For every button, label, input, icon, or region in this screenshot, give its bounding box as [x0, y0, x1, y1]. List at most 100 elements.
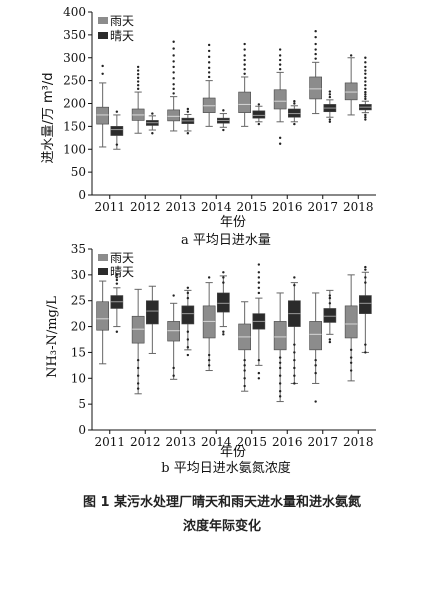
panel-a-box-sunny: [359, 56, 372, 121]
panel-a-outlier: [136, 65, 140, 69]
panel-a-outlier: [364, 61, 367, 64]
panel-b-outlier: [115, 273, 119, 277]
panel-b-outlier: [364, 281, 367, 284]
panel-b-xtick-label: 2015: [236, 435, 267, 449]
panel-b-outlier: [364, 343, 367, 346]
panel-b-xtick-label: 2014: [201, 435, 232, 449]
panel-b-ytick-label: 35: [71, 242, 86, 256]
panel-a-outlier: [243, 67, 246, 71]
panel-a-outlier: [278, 48, 282, 51]
panel-b-box-body: [181, 305, 195, 325]
panel-a-outlier: [207, 75, 211, 79]
panel-b-outlier: [349, 348, 353, 352]
panel-a-box-body: [110, 126, 124, 136]
panel-a-outlier: [278, 58, 282, 62]
panel-a-ylabel: 进水量/万 m³/d: [41, 72, 56, 163]
panel-b-box-body: [96, 301, 109, 331]
panel-a-outlier: [172, 83, 175, 86]
panel-a-outlier: [243, 54, 246, 57]
panel-a-outlier: [151, 132, 154, 135]
panel-a-outlier: [186, 107, 190, 111]
panel-b-outlier: [349, 356, 353, 359]
panel-a-box-body: [238, 91, 251, 113]
panel-a-box-sunny: [323, 90, 337, 124]
panel-b-outlier: [328, 340, 332, 344]
panel-a-outlier: [364, 97, 367, 101]
panel-b-outlier: [364, 276, 367, 279]
panel-a-box-sunny: [110, 110, 124, 150]
panel-a-box-body: [252, 110, 266, 119]
panel-a-outlier: [278, 136, 282, 140]
panel-b-legend: 雨天 晴天: [98, 251, 134, 279]
panel-a-outlier: [364, 95, 367, 98]
panel-b-ytick-label: 0: [78, 423, 86, 437]
panel-b-outlier: [349, 369, 353, 372]
panel-a-outlier: [172, 71, 175, 74]
legend-b-rain-label: 雨天: [110, 251, 134, 265]
panel-a-outlier: [278, 67, 282, 71]
panel-b-outlier: [222, 330, 225, 333]
panel-a-outlier: [278, 142, 282, 145]
panel-a-outlier: [293, 122, 296, 126]
panel-b-outlier: [314, 400, 317, 403]
panel-a-outlier: [364, 65, 367, 69]
panel-b-outlier: [243, 377, 246, 380]
panel-a-outlier: [172, 40, 175, 43]
panel-a-outlier: [243, 63, 246, 66]
panel-a-outlier: [364, 93, 367, 96]
panel-a-xtick-label: 2015: [236, 200, 267, 214]
panel-b-outlier: [207, 358, 211, 362]
panel-b-outlier: [328, 294, 332, 297]
panel-a-outlier: [364, 113, 367, 117]
panel-a-outlier: [364, 69, 367, 72]
panel-a-outlier: [314, 48, 317, 51]
panel-b-box-sunny: [146, 285, 159, 354]
panel-a-outlier: [328, 118, 332, 121]
panel-b-outlier: [293, 358, 296, 362]
panel-b-box-body: [146, 300, 159, 325]
panel-b-outlier: [186, 346, 190, 349]
panel-a-outlier: [115, 143, 119, 146]
panel-a-outlier: [172, 92, 175, 95]
panel-a-ytick-label: 150: [63, 119, 86, 133]
panel-b-box-sunny: [181, 286, 195, 357]
panel-b-outlier: [186, 338, 190, 341]
panel-a-outlier: [207, 43, 211, 47]
panel-b-outlier: [257, 291, 261, 295]
panel-b-outlier: [207, 364, 211, 367]
panel-b-outlier: [364, 265, 367, 269]
panel-a-ytick-label: 350: [63, 28, 86, 42]
panel-b-outlier: [243, 364, 246, 367]
panel-b-outlier: [222, 281, 225, 284]
panel-a-outlier: [172, 65, 175, 69]
figure-caption-line1: 图 1 某污水处理厂晴天和雨天进水量和进水氨氮: [83, 494, 361, 510]
panel-b-box-rain: [167, 294, 180, 380]
panel-b-outlier: [136, 366, 140, 370]
panel-a-box-rain: [344, 54, 358, 116]
panel-b-box-body: [273, 321, 287, 351]
panel-b-outlier: [278, 366, 282, 370]
panel-a-outlier: [328, 95, 332, 99]
panel-a-outlier: [151, 112, 154, 115]
panel-b-outlier: [136, 387, 140, 390]
legend-a-rain-label: 雨天: [110, 14, 134, 28]
panel-a-outlier: [115, 110, 119, 113]
panel-b-outlier: [257, 263, 261, 266]
panel-a-ytick-label: 250: [63, 74, 86, 88]
panel-a-legend: 雨天 晴天: [98, 14, 134, 43]
panel-a-outlier: [243, 58, 246, 62]
panel-a-outlier: [172, 87, 175, 91]
panel-b-box-sunny: [217, 271, 230, 336]
panel-a-outlier: [278, 63, 282, 66]
panel-a-chart: 0 50 100 150 200 250 300 350 400 2011 2012 2013 2014…: [41, 5, 376, 248]
panel-b-box-sunny: [252, 263, 266, 380]
panel-b-box-body: [359, 295, 372, 314]
panel-b-outlier: [293, 351, 296, 354]
panel-b-outlier: [293, 366, 296, 370]
panel-b-outlier: [293, 374, 296, 377]
figure-caption-line2: 浓度年际变化: [183, 518, 261, 534]
panel-b-outlier: [314, 371, 317, 375]
panel-a-outlier: [278, 54, 282, 57]
panel-b-outlier: [115, 276, 119, 279]
panel-a-outlier: [328, 90, 332, 93]
